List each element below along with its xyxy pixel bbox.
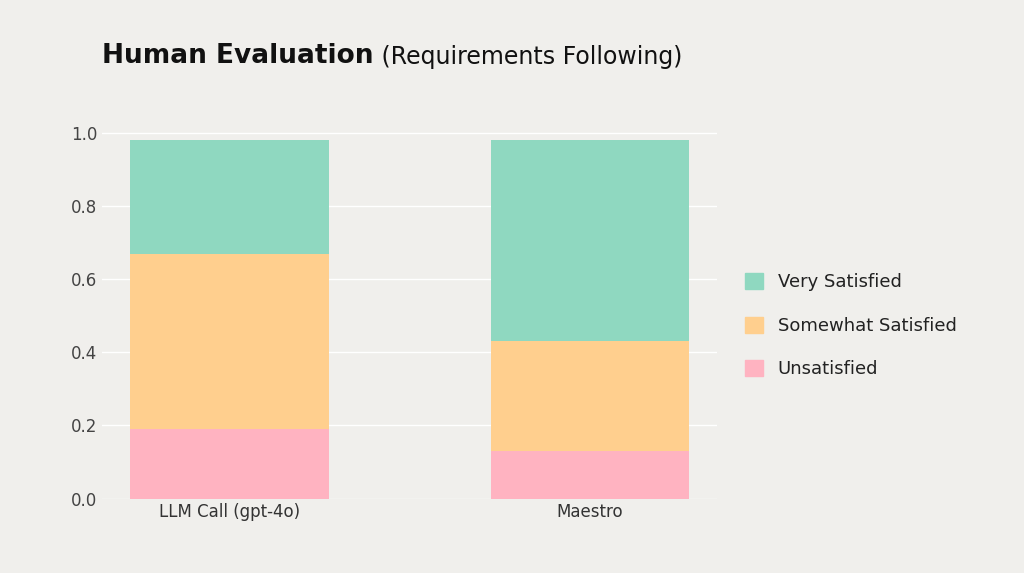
Bar [130,140,329,253]
Text: Human Evaluation: Human Evaluation [102,43,374,69]
Bar [490,451,689,499]
Bar [130,253,329,429]
Bar [490,140,689,342]
Bar [130,429,329,499]
Bar [490,342,689,451]
Legend: Very Satisfied, Somewhat Satisfied, Unsatisfied: Very Satisfied, Somewhat Satisfied, Unsa… [738,266,964,386]
Text: (Requirements Following): (Requirements Following) [374,45,682,69]
